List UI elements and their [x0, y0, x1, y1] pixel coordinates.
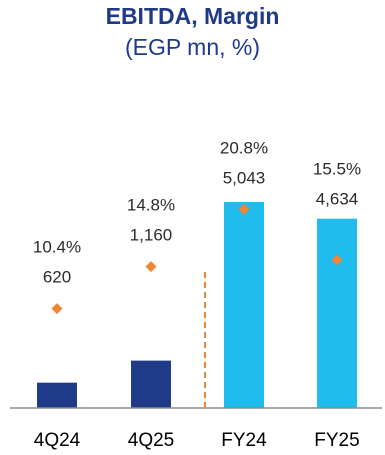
value-label-fy24: 5,043: [223, 168, 266, 187]
bar-4q25: [131, 360, 171, 408]
margin-marker-fy25: [331, 254, 343, 266]
chart-title: EBITDA, Margin: [105, 3, 280, 29]
x-tick-fy24: FY24: [221, 430, 267, 451]
margin-marker-fy24: [238, 203, 250, 215]
margin-marker-4q25: [145, 261, 157, 273]
x-tick-4q24: 4Q24: [34, 430, 81, 451]
margin-label-4q24: 10.4%: [33, 238, 81, 257]
bar-fy25: [317, 218, 357, 408]
value-label-fy25: 4,634: [316, 190, 359, 209]
chart-subtitle: (EGP mn, %): [124, 34, 261, 60]
value-label-4q24: 620: [43, 268, 71, 287]
bar-fy24: [224, 202, 264, 408]
margin-label-4q25: 14.8%: [127, 196, 175, 215]
x-tick-4q25: 4Q25: [128, 430, 174, 451]
margin-marker-4q24: [51, 303, 63, 315]
bar-4q24: [37, 382, 77, 408]
margin-label-fy24: 20.8%: [220, 138, 268, 157]
x-tick-fy25: FY25: [314, 430, 359, 451]
margin-label-fy25: 15.5%: [313, 160, 361, 179]
value-label-4q25: 1,160: [130, 226, 173, 245]
